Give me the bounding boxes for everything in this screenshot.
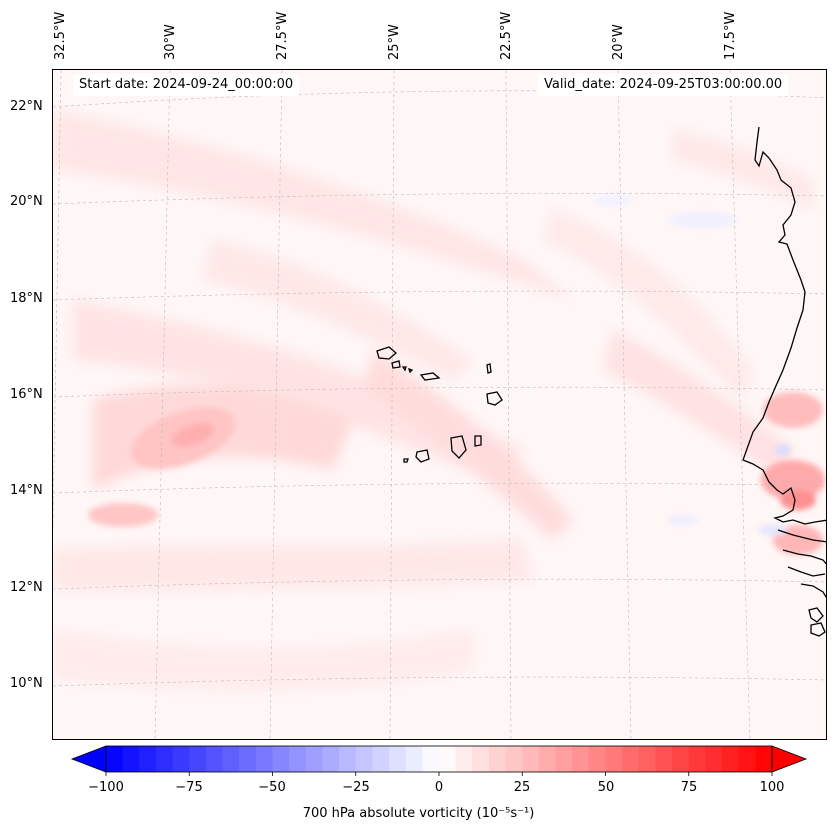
colorbar-tick-label: −100: [88, 780, 124, 795]
colorbar: [70, 745, 808, 776]
colorbar-tick-label: 75: [680, 780, 698, 795]
colorbar-low-extend: [70, 745, 107, 773]
colorbar-segment: [122, 746, 140, 772]
lat-label-20N: 20°N: [10, 194, 43, 209]
colorbar-segment: [372, 746, 390, 772]
colorbar-segment: [522, 746, 540, 772]
start-date-label: Start date: 2024-09-24_00:00:00: [73, 74, 300, 96]
lat-label-12N: 12°N: [10, 580, 43, 595]
colorbar-segments: [106, 746, 773, 772]
colorbar-segment: [538, 746, 557, 772]
colorbar-tick-label: −75: [175, 780, 203, 795]
colorbar-segment: [422, 746, 440, 772]
lat-label-18N: 18°N: [10, 291, 43, 306]
map-panel: [52, 69, 827, 740]
colorbar-segment: [588, 746, 606, 772]
colorbar-segment: [189, 746, 207, 772]
colorbar-segment: [622, 746, 640, 772]
colorbar-segment: [139, 746, 157, 772]
colorbar-segment: [289, 746, 307, 772]
colorbar-high-extend: [771, 745, 808, 773]
colorbar-segment: [472, 746, 490, 772]
colorbar-segment: [355, 746, 373, 772]
colorbar-segment: [106, 746, 124, 772]
colorbar-segment: [555, 746, 573, 772]
colorbar-tick-label: −50: [258, 780, 286, 795]
colorbar-segment: [222, 746, 240, 772]
colorbar-segment: [572, 746, 590, 772]
colorbar-segment: [405, 746, 423, 772]
colorbar-segment: [255, 746, 273, 772]
colorbar-segment: [705, 746, 723, 772]
colorbar-segment: [605, 746, 623, 772]
vorticity-field: [53, 70, 826, 739]
africa-coastline: [742, 126, 826, 637]
colorbar-segment: [205, 746, 224, 772]
cape-verde-islands: [376, 346, 503, 463]
colorbar-segment: [305, 746, 323, 772]
lat-label-22N: 22°N: [10, 99, 43, 114]
colorbar-tick-label: 25: [513, 780, 531, 795]
colorbar-segment: [389, 746, 407, 772]
colorbar-label: 700 hPa absolute vorticity (10⁻⁵s⁻¹): [302, 806, 535, 821]
colorbar-segment: [322, 746, 340, 772]
lat-label-10N: 10°N: [10, 676, 43, 691]
lat-label-14N: 14°N: [10, 483, 43, 498]
colorbar-segment: [239, 746, 257, 772]
colorbar-segment: [172, 746, 190, 772]
colorbar-segment: [755, 746, 773, 772]
vorticity-maxima: [88, 194, 825, 555]
colorbar-tick-marks: [105, 772, 773, 776]
colorbar-tick-label: −25: [342, 780, 370, 795]
colorbar-segment: [688, 746, 706, 772]
colorbar-tick-label: 100: [759, 780, 785, 795]
colorbar-segment: [738, 746, 756, 772]
colorbar-segment: [155, 746, 174, 772]
colorbar-tick-label: 0: [434, 780, 444, 795]
vorticity-bands: [53, 110, 813, 690]
colorbar-segment: [439, 746, 457, 772]
valid-date-label: Valid_date: 2024-09-25T03:00:00.00: [538, 74, 789, 96]
colorbar-segment: [672, 746, 690, 772]
colorbar-segment: [722, 746, 740, 772]
colorbar-segment: [655, 746, 673, 772]
colorbar-segment: [272, 746, 290, 772]
colorbar-segment: [505, 746, 523, 772]
colorbar-segment: [638, 746, 656, 772]
colorbar-segment: [339, 746, 357, 772]
lat-label-16N: 16°N: [10, 387, 43, 402]
colorbar-tick-label: 50: [597, 780, 615, 795]
graticule: [53, 70, 826, 739]
colorbar-segment: [455, 746, 473, 772]
colorbar-segment: [488, 746, 507, 772]
